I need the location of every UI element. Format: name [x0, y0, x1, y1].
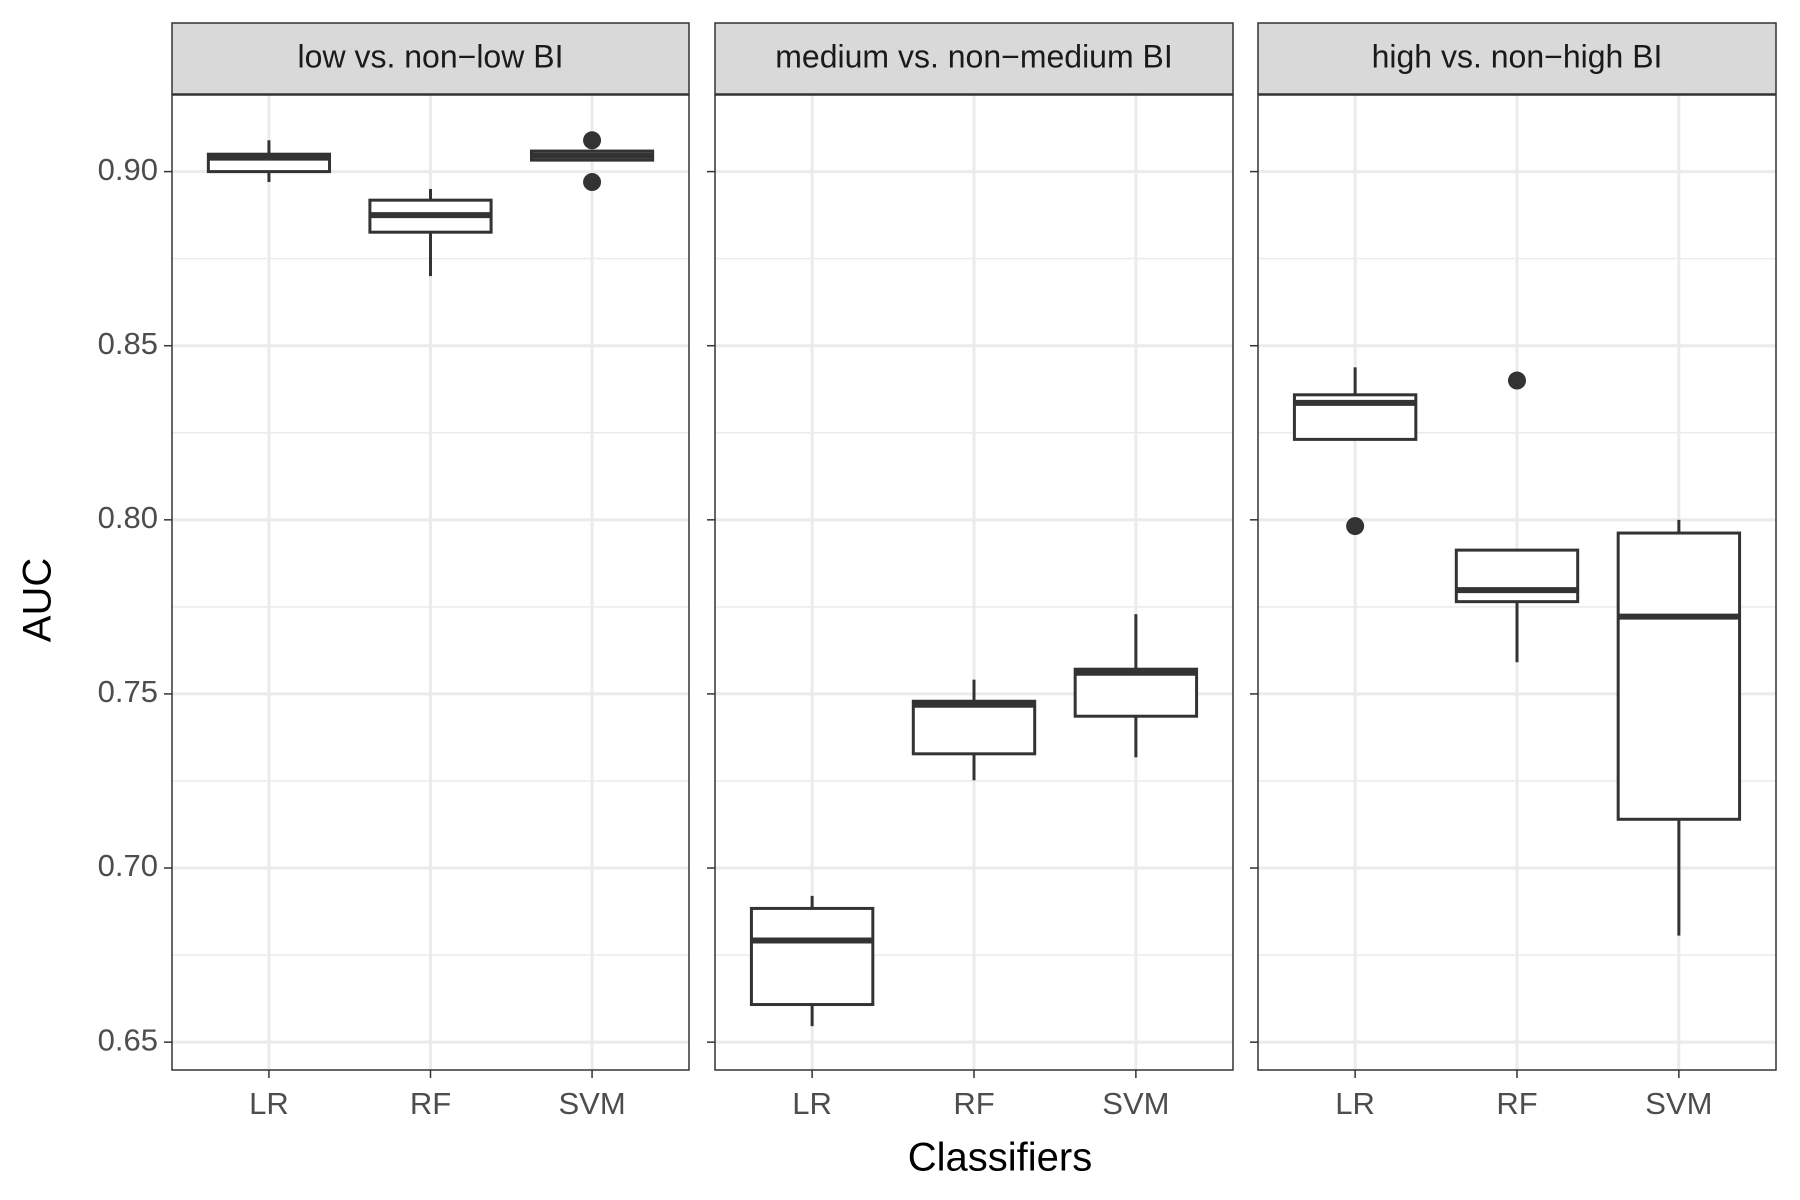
- x-tick-label: LR: [1335, 1086, 1375, 1121]
- outlier: [583, 131, 602, 150]
- strip-title: low vs. non−low BI: [298, 38, 564, 74]
- box: [749, 906, 875, 1007]
- x-tick-label: RF: [1496, 1086, 1537, 1121]
- box: [911, 699, 1037, 756]
- strip: [714, 22, 1234, 95]
- outlier: [1508, 371, 1526, 390]
- box: [1073, 667, 1199, 718]
- x-tick-label: RF: [953, 1086, 994, 1121]
- x-tick-label: LR: [792, 1086, 832, 1121]
- y-tick-label: 0.85: [98, 326, 158, 361]
- strip: [1257, 22, 1777, 95]
- y-tick-label: 0.80: [98, 500, 158, 535]
- x-axis-title: Classifiers: [908, 1136, 1092, 1180]
- y-tick-label: 0.75: [98, 674, 158, 709]
- x-tick-label: LR: [249, 1086, 289, 1121]
- box: [1454, 548, 1580, 604]
- y-tick-label: 0.70: [98, 848, 158, 883]
- outlier: [583, 173, 602, 192]
- x-tick-label: SVM: [558, 1086, 625, 1121]
- y-axis-title: AUC: [16, 558, 60, 642]
- x-tick-label: RF: [410, 1086, 451, 1121]
- box: [1616, 531, 1742, 821]
- strip-title: medium vs. non−medium BI: [775, 38, 1173, 74]
- strip: [171, 22, 690, 95]
- y-tick-label: 0.65: [98, 1022, 158, 1057]
- strip-title: high vs. non−high BI: [1372, 38, 1663, 74]
- y-tick-label: 0.90: [98, 152, 158, 187]
- x-tick-label: SVM: [1102, 1086, 1169, 1121]
- x-tick-label: SVM: [1645, 1086, 1712, 1121]
- outlier: [1346, 517, 1365, 536]
